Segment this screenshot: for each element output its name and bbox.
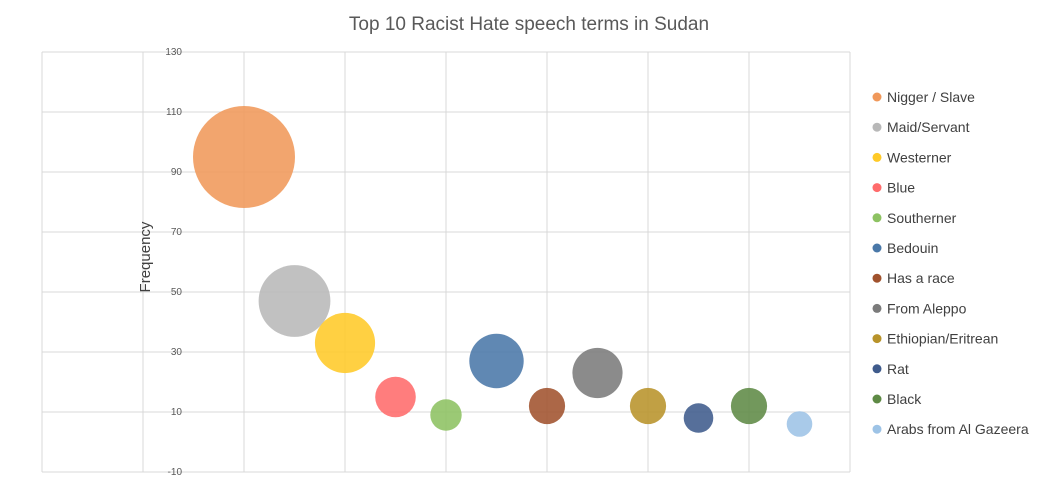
y-tick-label: 90: [171, 167, 183, 178]
legend-entry: Ethiopian/Eritrean: [887, 331, 998, 347]
legend-entry: From Aleppo: [887, 300, 967, 316]
y-tick-label: 50: [171, 287, 183, 298]
legend-entry: Has a race: [887, 270, 955, 286]
y-axis-label: Frequency: [137, 221, 154, 292]
bubble-10: [683, 403, 714, 433]
legend-marker: [872, 213, 882, 223]
y-tick-label: 10: [171, 407, 183, 418]
legend-entry: Rat: [887, 361, 909, 377]
chart-title: Top 10 Racist Hate speech terms in Sudan: [349, 14, 709, 35]
bubble-6: [469, 333, 524, 389]
bubble-9: [629, 387, 667, 425]
y-tick-label: 30: [171, 347, 183, 358]
legend-entry: Arabs from Al Gazeera: [887, 421, 1029, 437]
legend: Nigger / Slave Maid/Servant Westerner Blue S…: [872, 89, 1029, 437]
bubble-11: [730, 387, 768, 425]
legend-marker: [872, 183, 882, 193]
legend-marker: [872, 92, 882, 102]
bubble-5: [430, 399, 462, 431]
bubble-2: [258, 265, 331, 337]
legend-entry: Blue: [887, 180, 915, 196]
bubble-4: [375, 376, 416, 418]
legend-marker: [872, 394, 882, 404]
legend-marker: [872, 243, 882, 253]
legend-entry: Southerner: [887, 210, 957, 226]
bubble-1: [193, 106, 295, 208]
legend-marker: [872, 122, 882, 132]
bubble-8: [572, 347, 623, 399]
bubble-7: [528, 387, 566, 425]
y-axis-ticks: -10 10 30 50 70 90 110 130: [165, 47, 182, 478]
legend-marker: [872, 424, 882, 434]
legend-marker: [872, 303, 882, 313]
y-tick-label: 130: [165, 47, 182, 58]
legend-entry: Nigger / Slave: [887, 89, 975, 105]
y-tick-label: -10: [168, 467, 183, 478]
legend-marker: [872, 334, 882, 344]
legend-entry: Bedouin: [887, 240, 938, 256]
legend-marker: [872, 273, 882, 283]
legend-entry: Black: [887, 391, 922, 407]
legend-entry: Maid/Servant: [887, 119, 970, 135]
y-tick-label: 110: [166, 107, 182, 118]
bubbles: [193, 106, 813, 437]
bubble-12: [786, 411, 813, 437]
legend-entry: Westerner: [887, 149, 952, 165]
y-tick-label: 70: [171, 227, 183, 238]
bubble-3: [314, 312, 376, 374]
legend-marker: [872, 152, 882, 162]
legend-marker: [872, 364, 882, 374]
